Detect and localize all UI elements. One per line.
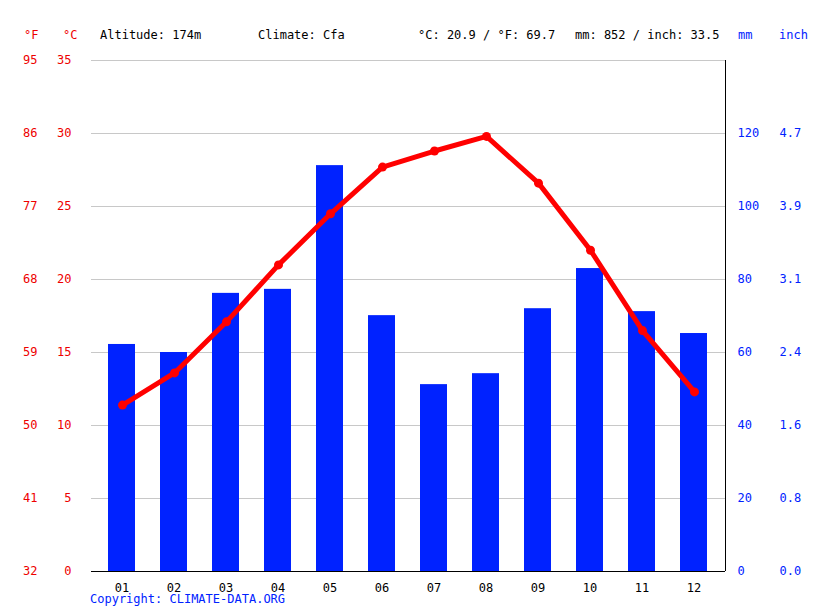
- svg-text:25: 25: [57, 199, 71, 213]
- svg-text:60: 60: [738, 345, 752, 359]
- html-text:Altitude: 174m: Altitude: 174m: [100, 28, 202, 42]
- svg-text:06: 06: [375, 581, 389, 595]
- html-text:mm: 852 / inch: 33.5: mm: 852 / inch: 33.5: [575, 28, 720, 42]
- svg-text:5: 5: [64, 491, 71, 505]
- svg-text:30: 30: [57, 126, 71, 140]
- svg-text:100: 100: [738, 199, 760, 213]
- html-text:mm: mm: [738, 28, 753, 42]
- svg-text:3.9: 3.9: [780, 199, 802, 213]
- svg-text:05: 05: [323, 581, 337, 595]
- svg-text:59: 59: [23, 345, 37, 359]
- html-text:°F: °F: [24, 28, 39, 42]
- svg-text:08: 08: [479, 581, 493, 595]
- svg-text:20: 20: [57, 272, 71, 286]
- svg-text:3.1: 3.1: [780, 272, 802, 286]
- svg-text:07: 07: [427, 581, 441, 595]
- svg-text:4.7: 4.7: [780, 126, 802, 140]
- svg-text:03: 03: [218, 581, 234, 595]
- svg-text:0: 0: [738, 564, 745, 578]
- svg-text:11: 11: [635, 581, 649, 595]
- html-text:°C: 20.9 / °F: 69.7: °C: 20.9 / °F: 69.7: [418, 28, 556, 42]
- svg-text:09: 09: [531, 581, 545, 595]
- svg-text:95: 95: [23, 53, 37, 67]
- html-text:Climate: Cfa: Climate: Cfa: [258, 28, 345, 42]
- svg-text:40: 40: [738, 418, 752, 432]
- svg-text:35: 35: [57, 53, 71, 67]
- svg-text:80: 80: [738, 272, 752, 286]
- svg-text:10: 10: [57, 418, 71, 432]
- svg-text:1.6: 1.6: [780, 418, 802, 432]
- html-text:Copyright: CLIMATE-DATA.ORG: Copyright: CLIMATE-DATA.ORG: [90, 592, 286, 606]
- svg-text:04: 04: [270, 581, 286, 595]
- svg-text:02: 02: [166, 581, 182, 595]
- svg-text:77: 77: [23, 199, 37, 213]
- svg-text:10: 10: [583, 581, 597, 595]
- svg-text:0: 0: [64, 564, 71, 578]
- svg-text:120: 120: [738, 126, 760, 140]
- svg-text:68: 68: [23, 272, 37, 286]
- html-text:inch: inch: [779, 28, 808, 42]
- svg-text:50: 50: [23, 418, 37, 432]
- svg-text:41: 41: [23, 491, 37, 505]
- svg-text:12: 12: [687, 581, 701, 595]
- svg-text:86: 86: [23, 126, 37, 140]
- html-text:°C: °C: [63, 28, 78, 42]
- svg-text:0.0: 0.0: [780, 564, 802, 578]
- svg-text:2.4: 2.4: [780, 345, 802, 359]
- svg-text:0.8: 0.8: [780, 491, 802, 505]
- svg-text:20: 20: [738, 491, 752, 505]
- svg-text:01: 01: [114, 581, 130, 595]
- svg-text:32: 32: [23, 564, 37, 578]
- svg-text:15: 15: [57, 345, 71, 359]
